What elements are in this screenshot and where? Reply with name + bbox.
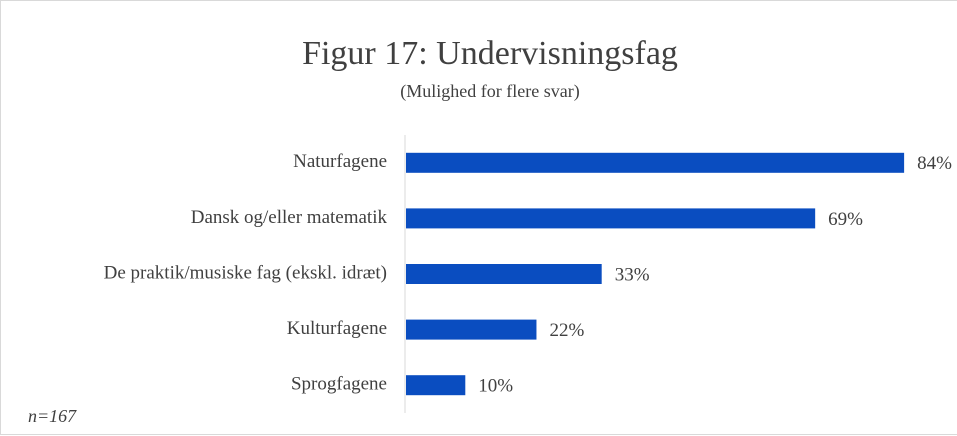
bar (406, 152, 905, 173)
y-tick-label: De praktik/musiske fag (ekskl. idræt) (104, 262, 387, 283)
y-tick-label: Sprogfagene (291, 374, 387, 395)
y-tick-label: Naturfagene (293, 151, 387, 172)
value-label: 33% (615, 264, 650, 285)
chart-title: Figur 17: Undervisningsfag (302, 35, 678, 72)
chart-subtitle: (Mulighed for flere svar) (400, 81, 579, 102)
y-tick-label: Dansk og/eller matematik (191, 207, 388, 228)
bar (406, 208, 816, 229)
note: n=167 (28, 406, 77, 426)
value-label: 22% (549, 320, 584, 341)
value-label: 69% (828, 209, 863, 230)
bar (406, 375, 466, 396)
value-label: 10% (478, 376, 513, 397)
bar (406, 319, 537, 340)
y-tick-label: Kulturfagene (287, 318, 387, 339)
value-label: 84% (917, 153, 952, 174)
bar (406, 264, 602, 284)
